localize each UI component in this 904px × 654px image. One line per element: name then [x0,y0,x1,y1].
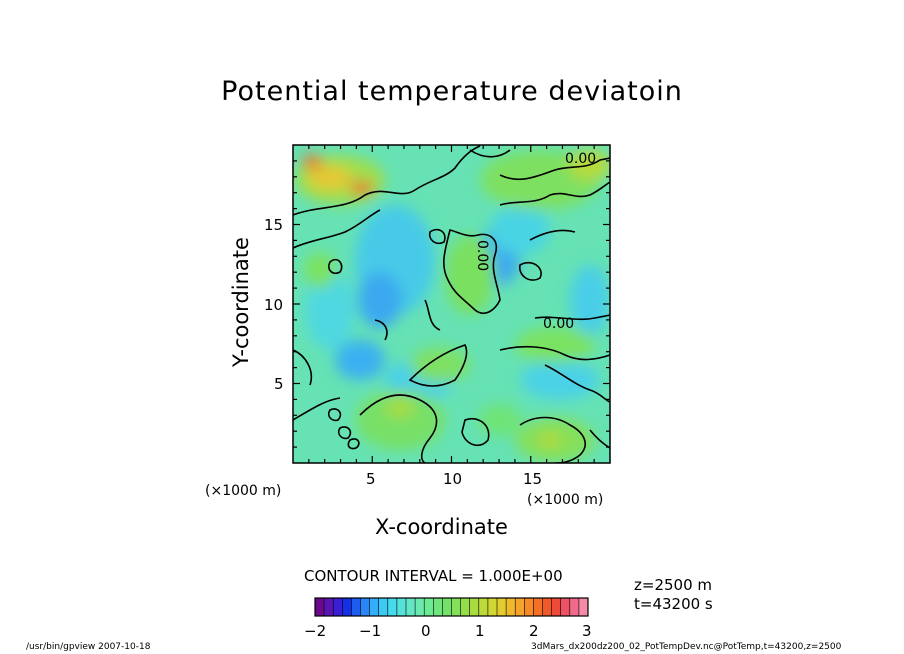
x-tick-label: 10 [443,470,463,488]
colorbar-swatch [515,598,525,616]
colorbar-swatch [369,598,379,616]
colorbar-swatch [333,598,343,616]
colorbar-swatch [542,598,552,616]
colorbar-swatch [387,598,398,616]
colorbar [314,597,589,617]
colorbar-swatch [578,598,589,616]
time-label: t=43200 s [634,595,713,613]
colorbar-swatch [469,598,480,616]
colorbar-swatch [451,598,461,616]
colorbar-swatch [360,598,370,616]
colorbar-swatch [487,598,498,616]
colorbar-swatch [524,598,534,616]
footer-left: /usr/bin/gpview 2007-10-18 [26,642,151,652]
colorbar-swatch [551,598,561,616]
colorbar-tick-label: 0 [421,622,431,640]
colorbar-swatch [442,598,452,616]
colorbar-swatch [478,598,489,616]
contour-label: 0.00 [543,316,574,332]
z-level-label: z=2500 m [634,576,712,594]
colorbar-swatch [569,598,580,616]
colorbar-swatch [396,598,407,616]
y-tick-label: 15 [264,216,284,234]
y-tick-label: 5 [274,375,284,393]
colorbar-swatch [378,598,389,616]
colorbar-swatch [342,598,352,616]
colorbar-swatch [315,598,325,616]
colorbar-swatch [533,598,543,616]
y-axis-unit: (×1000 m) [205,483,282,499]
x-axis-label: X-coordinate [375,515,508,539]
colorbar-swatch [560,598,571,616]
colorbar-swatch [406,598,416,616]
x-tick-label: 15 [523,470,543,488]
colorbar-tick-label: −1 [359,622,382,640]
footer-right: 3dMars_dx200dz200_02_PotTempDev.nc@PotTe… [531,642,842,652]
colorbar-swatch [324,598,334,616]
colorbar-tick-label: 3 [582,622,592,640]
colorbar-swatch [460,598,470,616]
colorbar-tick-label: −2 [304,622,327,640]
colorbar-tick-label: 1 [475,622,485,640]
heatmap-field: 0.00 0.00 0.00 [293,145,610,463]
x-tick-label: 5 [366,470,376,488]
colorbar-swatch [497,598,507,616]
colorbar-frame [314,597,589,617]
colorbar-tick-label: 2 [529,622,539,640]
x-axis-unit: (×1000 m) [527,492,604,508]
colorbar-swatch [415,598,425,616]
contour-lines [293,145,610,463]
contour-label: 0.00 [565,151,596,167]
chart-title: Potential temperature deviatoin [221,76,683,107]
colorbar-swatch [351,598,361,616]
contour-interval-label: CONTOUR INTERVAL = 1.000E+00 [304,567,563,585]
colorbar-swatch [506,598,516,616]
y-tick-label: 10 [264,296,284,314]
colorbar-swatch [433,598,443,616]
axis-ticks [293,145,610,463]
contour-label: 0.00 [474,240,490,271]
colorbar-swatch [424,598,434,616]
